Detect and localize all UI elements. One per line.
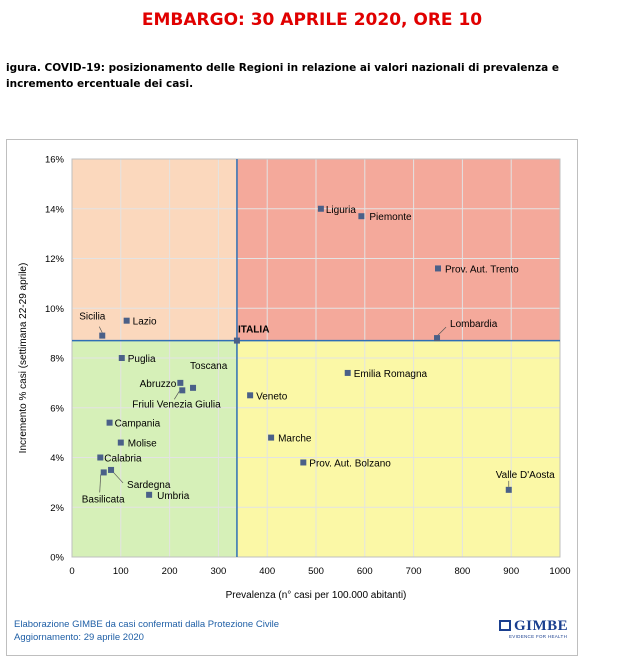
x-axis-label: Prevalenza (n° casi per 100.000 abitanti… (226, 590, 407, 601)
y-tick-label: 0% (50, 553, 64, 564)
leader-line-sicilia (98, 326, 103, 333)
x-tick-label: 800 (454, 566, 470, 577)
x-tick-label: 900 (503, 566, 519, 577)
gimbe-logo: GIMBE (499, 618, 568, 635)
y-tick-label: 2% (50, 503, 64, 514)
source-line: Elaborazione GIMBE da casi confermati da… (14, 619, 280, 630)
point-liguria (317, 205, 324, 212)
label-prov-aut-trento: Prov. Aut. Trento (445, 264, 519, 275)
leader-line-basilicata (99, 474, 102, 493)
point-abruzzo (177, 379, 184, 386)
label-lazio: Lazio (133, 317, 157, 328)
quadrant-bottom-left (72, 340, 237, 557)
x-tick-label: 600 (357, 566, 373, 577)
point-lombardia (434, 335, 441, 342)
embargo-title: EMBARGO: 30 APRILE 2020, ORE 10 (141, 10, 483, 30)
x-tick-label: 1000 (549, 566, 570, 577)
y-tick-label: 6% (50, 403, 64, 414)
label-valle-d-aosta: Valle D'Aosta (496, 470, 555, 481)
point-puglia (118, 355, 125, 361)
label-liguria: Liguria (326, 205, 356, 216)
gimbe-logo-text: GIMBE (514, 618, 569, 634)
point-calabria (97, 454, 104, 461)
leader-line-friuli-venezia-giulia (173, 391, 180, 400)
gimbe-tagline: EVIDENCE FOR HEALTH (509, 634, 568, 639)
leader-line-lombardia (436, 326, 447, 337)
point-molise (117, 439, 124, 446)
update-line: Aggiornamento: 29 aprile 2020 (14, 632, 144, 643)
point-toscana (190, 384, 197, 391)
y-tick-label: 8% (50, 354, 64, 365)
x-tick-label: 0 (69, 566, 74, 577)
gimbe-mark-icon (499, 620, 511, 631)
label-puglia: Puglia (128, 354, 156, 365)
label-emilia-romagna: Emilia Romagna (354, 369, 428, 380)
point-lazio (123, 317, 130, 324)
label-abruzzo: Abruzzo (140, 379, 177, 390)
source-note: Elaborazione GIMBE da casi confermati da… (14, 618, 279, 644)
x-tick-label: 300 (210, 566, 226, 577)
y-tick-label: 16% (45, 155, 65, 166)
point-prov-aut-trento (435, 265, 441, 272)
y-tick-label: 4% (50, 453, 64, 464)
quadrant-bottom-right (236, 340, 560, 557)
label-sardegna: Sardegna (127, 480, 171, 491)
point-friuli-venezia-giulia (179, 387, 186, 394)
x-tick-label: 400 (259, 566, 275, 577)
x-tick-label: 500 (308, 566, 324, 577)
x-tick-label: 200 (162, 566, 178, 577)
x-tick-label: 100 (113, 566, 129, 577)
label-basilicata: Basilicata (82, 494, 125, 505)
label-molise: Molise (128, 439, 157, 450)
label-prov-aut-bolzano: Prov. Aut. Bolzano (309, 458, 391, 469)
point-sicilia (99, 332, 106, 339)
plot-area-border (71, 158, 561, 558)
label-lombardia: Lombardia (450, 319, 498, 330)
point-marche (268, 434, 275, 441)
point-campania (106, 419, 113, 426)
point-veneto (247, 392, 254, 399)
y-tick-label: 10% (45, 304, 65, 315)
point-prov-aut-bolzano (300, 459, 307, 466)
y-tick-label: 12% (45, 254, 65, 265)
point-emilia-romagna (344, 369, 351, 376)
label-campania: Campania (115, 419, 161, 430)
label-sicilia: Sicilia (79, 312, 106, 323)
point-umbria (146, 491, 153, 498)
label-toscana: Toscana (190, 361, 228, 372)
reference-point-marker (233, 337, 240, 344)
point-valle-d-aosta (505, 486, 512, 493)
x-tick-label: 700 (406, 566, 422, 577)
label-veneto: Veneto (256, 391, 288, 402)
point-piemonte (358, 213, 365, 220)
y-tick-label: 14% (45, 204, 65, 215)
quadrant-top-left (72, 159, 237, 341)
quadrant-top-right (236, 159, 560, 341)
leader-line-sardegna (112, 471, 124, 484)
label-calabria: Calabria (104, 454, 142, 465)
label-friuli-venezia-giulia: Friuli Venezia Giulia (132, 399, 221, 410)
label-piemonte: Piemonte (369, 212, 412, 223)
y-axis-label: Incremento % casi (settimana 22-29 april… (18, 263, 29, 454)
label-marche: Marche (278, 434, 312, 445)
label-umbria: Umbria (157, 491, 190, 502)
figure-caption: igura. COVID-19: posizionamento delle Re… (6, 62, 559, 90)
reference-point-label: ITALIA (238, 325, 269, 336)
point-sardegna (108, 466, 115, 473)
point-basilicata (100, 469, 107, 476)
